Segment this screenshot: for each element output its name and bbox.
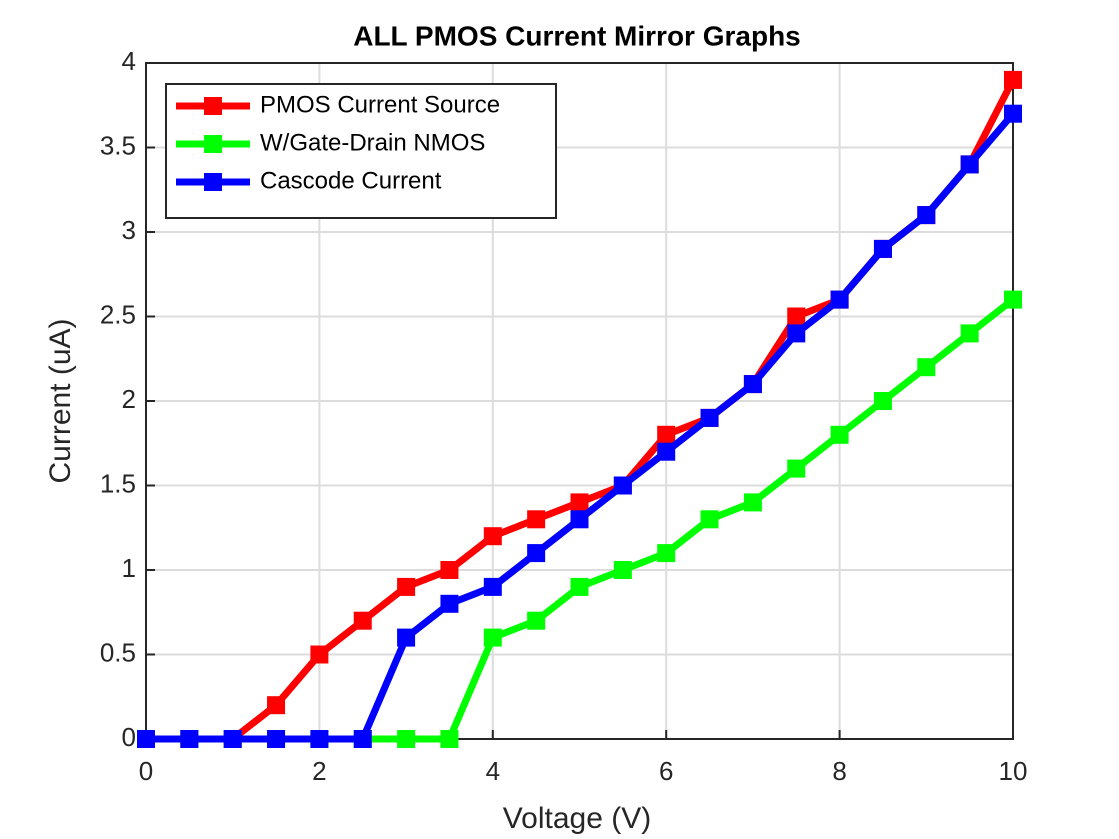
legend-label: Cascode Current (260, 167, 442, 194)
plot-frame (145, 62, 1014, 740)
marker (787, 324, 806, 343)
marker (743, 375, 762, 394)
marker (483, 527, 502, 546)
marker (527, 510, 546, 529)
marker (397, 577, 416, 596)
x-tick-label: 0 (139, 756, 153, 786)
marker (787, 307, 806, 326)
marker (353, 611, 372, 630)
marker (137, 730, 155, 748)
marker (180, 730, 199, 748)
marker (743, 493, 762, 512)
marker (960, 155, 979, 174)
marker (310, 645, 329, 664)
marker (310, 730, 329, 748)
marker (1004, 70, 1022, 89)
legend-label: W/Gate-Drain NMOS (260, 129, 485, 156)
marker (917, 206, 936, 225)
marker (657, 425, 676, 444)
marker (527, 611, 546, 630)
marker (440, 561, 459, 579)
marker (527, 544, 546, 563)
marker (440, 594, 459, 613)
marker (440, 730, 459, 748)
marker (570, 577, 589, 596)
x-tick-label: 6 (659, 756, 673, 786)
marker (267, 730, 286, 748)
marker (960, 324, 979, 343)
y-axis-label: Current (uA) (44, 318, 77, 483)
marker (873, 392, 892, 410)
marker (397, 730, 416, 748)
y-tick-label: 3.5 (100, 130, 136, 160)
x-tick-label: 4 (486, 756, 500, 786)
marker (613, 476, 632, 495)
marker (1004, 290, 1022, 309)
marker (483, 628, 502, 647)
y-tick-label: 0 (122, 722, 136, 752)
legend-marker (204, 173, 222, 191)
marker (917, 358, 936, 377)
marker (613, 561, 632, 579)
x-tick-label: 8 (832, 756, 846, 786)
x-axis-label: Voltage (V) (503, 802, 651, 835)
marker (700, 510, 719, 529)
y-tick-label: 2.5 (100, 299, 136, 329)
y-tick-label: 4 (122, 46, 136, 76)
marker (397, 628, 416, 647)
marker (483, 577, 502, 596)
marker (830, 425, 849, 444)
legend-marker (204, 135, 222, 153)
x-tick-label: 10 (999, 756, 1028, 786)
marker (830, 290, 849, 309)
marker (1004, 104, 1022, 123)
y-tick-label: 3 (122, 215, 136, 245)
marker (570, 510, 589, 529)
marker (353, 730, 372, 748)
marker (873, 239, 892, 258)
chart-title: ALL PMOS Current Mirror Graphs (353, 20, 801, 51)
marker (787, 459, 806, 478)
legend-marker (204, 97, 222, 115)
legend-label: PMOS Current Source (260, 91, 500, 118)
marker (657, 442, 676, 461)
marker (570, 493, 589, 512)
marker (700, 408, 719, 427)
marker (657, 544, 676, 563)
marker (267, 696, 286, 715)
y-tick-label: 2 (122, 384, 136, 414)
x-tick-label: 2 (312, 756, 326, 786)
y-tick-label: 1.5 (100, 468, 136, 498)
marker (223, 730, 242, 748)
y-tick-label: 1 (122, 553, 136, 583)
y-tick-label: 0.5 (100, 637, 136, 667)
